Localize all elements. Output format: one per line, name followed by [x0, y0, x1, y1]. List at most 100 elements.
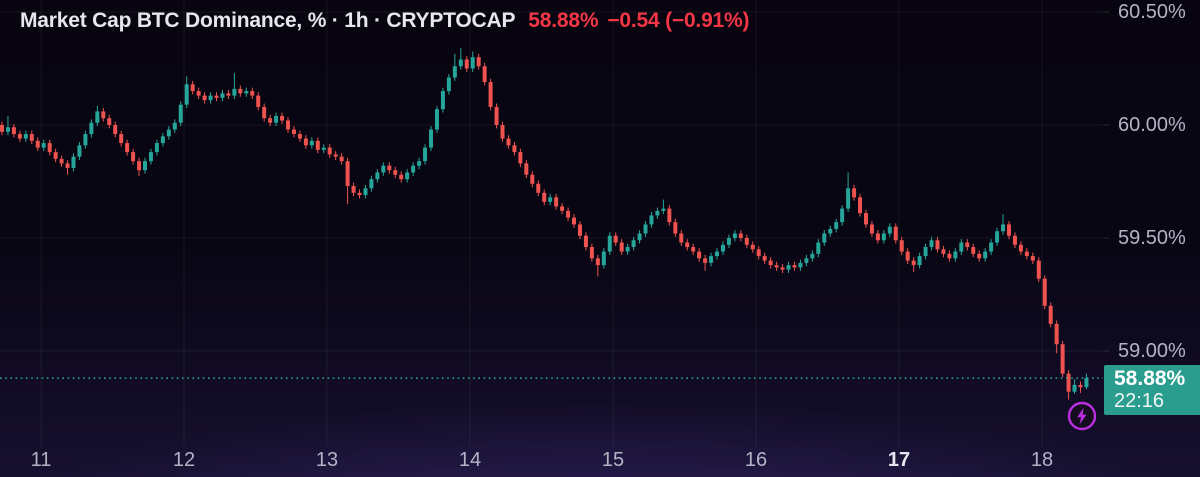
- candle-body: [339, 156, 344, 162]
- candle-body: [464, 59, 469, 69]
- boost-button[interactable]: [1067, 401, 1097, 431]
- candle-body: [756, 249, 761, 257]
- candle-body: [148, 152, 153, 162]
- candle-body: [256, 95, 261, 107]
- candle-body: [1042, 278, 1047, 306]
- candle-body: [554, 197, 559, 207]
- candle-body: [202, 95, 207, 101]
- price-axis-label: 60.50%: [1118, 1, 1186, 23]
- candle-body: [524, 163, 529, 175]
- candle-body: [95, 111, 100, 123]
- candle-body: [232, 88, 237, 96]
- candle-body: [667, 208, 672, 223]
- candle-body: [852, 188, 857, 198]
- candle-body: [160, 136, 165, 144]
- candle-body: [107, 118, 112, 125]
- candle-body: [375, 172, 380, 180]
- time-axis-label: 12: [172, 449, 196, 471]
- candle-body: [673, 222, 678, 234]
- candle-body: [774, 265, 779, 268]
- candle-body: [41, 143, 46, 148]
- candle-body: [607, 235, 612, 252]
- candle-body: [1066, 373, 1071, 392]
- candle-body: [1078, 384, 1083, 388]
- candle-body: [643, 224, 648, 234]
- candle-body: [47, 143, 52, 153]
- candle-body: [131, 152, 136, 162]
- candle-body: [732, 233, 737, 238]
- candle-body: [297, 134, 302, 139]
- candle-body: [834, 222, 839, 229]
- candle-body: [792, 265, 797, 268]
- symbol-title[interactable]: Market Cap BTC Dominance, % · 1h · CRYPT…: [20, 9, 516, 32]
- candle-body: [29, 134, 34, 141]
- candle-body: [804, 258, 809, 263]
- candle-body: [137, 161, 142, 171]
- candle-body: [1048, 305, 1053, 324]
- candle-body: [989, 242, 994, 252]
- candle-body: [35, 140, 40, 148]
- candle-body: [470, 57, 475, 69]
- candle-body: [59, 158, 64, 164]
- price-axis-label: 59.50%: [1118, 227, 1186, 249]
- candle-body: [274, 115, 279, 123]
- time-axis-label: 13: [315, 449, 339, 471]
- candle-body: [589, 247, 594, 259]
- candle-body: [268, 118, 273, 123]
- candle-body: [869, 224, 874, 234]
- candle-body: [1012, 235, 1017, 245]
- candle-body: [381, 165, 386, 173]
- candle-body: [613, 235, 618, 243]
- candle-body: [476, 57, 481, 67]
- candle-body: [429, 129, 434, 148]
- candle-body: [911, 260, 916, 266]
- candle-body: [512, 145, 517, 153]
- candle-body: [709, 256, 714, 263]
- candle-body: [1030, 256, 1035, 261]
- candle-body: [291, 129, 296, 135]
- candle-body: [363, 188, 368, 196]
- candle-body: [286, 120, 291, 130]
- candle-body: [566, 210, 571, 218]
- candle-body: [899, 240, 904, 252]
- time-axis-label: 11: [30, 449, 52, 471]
- candle-body: [1054, 323, 1059, 345]
- candle-body: [828, 228, 833, 234]
- time-axis-label: 15: [601, 449, 625, 471]
- candle-body: [893, 226, 898, 241]
- candle-body: [393, 170, 398, 175]
- time-axis-label: 14: [458, 449, 482, 471]
- candle-body: [411, 165, 416, 173]
- candle-body: [595, 258, 600, 266]
- candle-body: [184, 84, 189, 105]
- candle-body: [315, 140, 320, 150]
- candle-body: [655, 210, 660, 216]
- candle-body: [572, 217, 577, 225]
- candle-body: [858, 197, 863, 214]
- candle-body: [238, 88, 243, 94]
- candle-body: [649, 215, 654, 225]
- candle-body: [482, 66, 487, 83]
- candle-body: [887, 226, 892, 234]
- candle-body: [1001, 224, 1006, 232]
- candle-body: [113, 125, 118, 135]
- current-price-badge: 58.88% 22:16: [1104, 365, 1200, 416]
- candle-body: [715, 251, 720, 257]
- candle-body: [744, 238, 749, 245]
- candle-body: [65, 163, 70, 168]
- candle-body: [488, 82, 493, 107]
- candle-body: [262, 106, 267, 119]
- candle-body: [762, 256, 767, 261]
- candle-body: [1006, 224, 1011, 236]
- candle-body: [214, 95, 219, 98]
- candle-body: [1072, 384, 1077, 392]
- candle-body: [357, 192, 362, 196]
- candle-body: [685, 242, 690, 248]
- candle-body: [178, 104, 183, 123]
- candle-body: [750, 244, 755, 250]
- candle-body: [863, 213, 868, 225]
- lightning-bolt-icon: [1067, 401, 1097, 431]
- candle-body: [458, 59, 463, 67]
- candle-body: [154, 143, 159, 153]
